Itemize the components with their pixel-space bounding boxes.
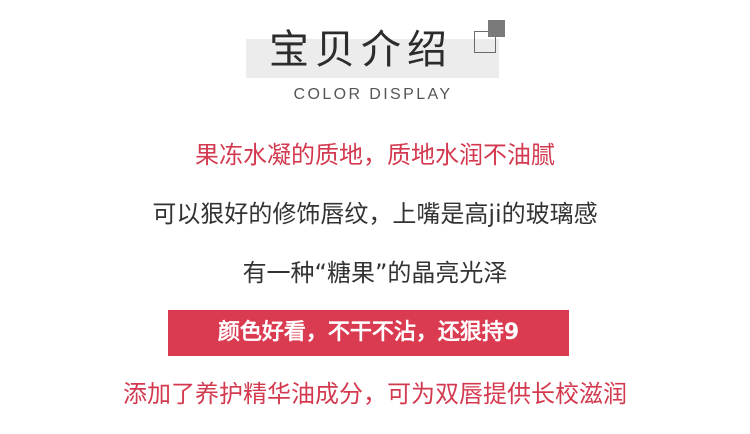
deco-square-filled-icon <box>488 20 505 37</box>
highlight-banner: 颜色好看，不干不沾，还狠持9 <box>168 310 569 356</box>
feature-line-shine: 有一种“糖果”的晶亮光泽 <box>242 259 508 287</box>
deco-square-outline-icon <box>474 31 496 53</box>
feature-line-nourish: 添加了养护精华油成分，可为双唇提供长校滋润 <box>123 380 627 408</box>
title-background <box>246 39 499 78</box>
feature-line-texture: 果冻水凝的质地，质地水润不油腻 <box>195 141 555 169</box>
section-subtitle: COLOR DISPLAY <box>293 86 453 103</box>
section-title: 宝贝介绍 <box>269 27 453 73</box>
section-header: 宝贝介绍 COLOR DISPLAY <box>0 0 750 110</box>
feature-line-lip-lines: 可以狠好的修饰唇纹，上嘴是高ji的玻璃感 <box>152 200 598 228</box>
highlight-banner-text: 颜色好看，不干不沾，还狠持9 <box>217 320 520 345</box>
